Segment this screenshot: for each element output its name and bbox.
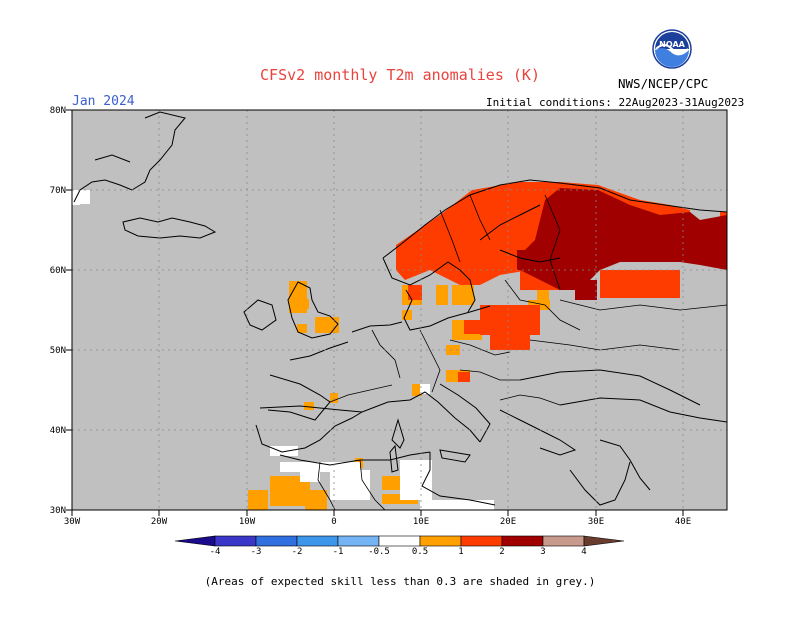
- colorbar-box: [255, 535, 298, 547]
- anomaly-cells-near-normal: [72, 190, 494, 510]
- colorbar-tick-label: -3: [251, 547, 262, 557]
- noaa-logo-icon: NOAA: [652, 29, 692, 69]
- colorbar-box: [501, 535, 544, 547]
- colorbar-boxes: [174, 535, 625, 547]
- colorbar-tick-label: 2: [499, 547, 504, 557]
- colorbar-box: [460, 535, 503, 547]
- lon-label: 0: [331, 517, 336, 527]
- colorbar-tick-label: -1: [333, 547, 344, 557]
- lon-label: 30E: [588, 517, 604, 527]
- lat-label: 70N: [50, 186, 66, 196]
- agency-label: NWS/NCEP/CPC: [618, 76, 709, 91]
- forecast-month: Jan 2024: [72, 94, 135, 109]
- colorbar-box: [542, 535, 585, 547]
- logo-text: NOAA: [659, 40, 685, 49]
- grid-lines: [72, 110, 727, 510]
- lat-label: 50N: [50, 346, 66, 356]
- colorbar-tick-label: -2: [292, 547, 303, 557]
- lon-label: 20E: [500, 517, 516, 527]
- latitude-labels: 30N 40N 50N 60N 70N 80N: [50, 106, 66, 516]
- lat-label: 30N: [50, 506, 66, 516]
- colorbar-tick-label: 3: [540, 547, 545, 557]
- lat-label: 80N: [50, 106, 66, 116]
- lon-label: 20W: [151, 517, 168, 527]
- country-borders: [317, 194, 727, 510]
- anomaly-map: 30N 40N 50N 60N 70N 80N 30W 20W 10W 0 10…: [50, 106, 728, 527]
- map-background: [72, 110, 727, 510]
- colorbar-tick-label: 0.5: [412, 547, 428, 557]
- colorbar-box: [296, 535, 339, 547]
- footnote: (Areas of expected skill less than 0.3 a…: [204, 575, 596, 588]
- colorbar-tick-label: 4: [581, 547, 586, 557]
- anomaly-cells-2-3: [517, 188, 727, 300]
- colorbar-high-arrow: [583, 535, 625, 547]
- longitude-labels: 30W 20W 10W 0 10E 20E 30E 40E: [64, 517, 691, 527]
- anomaly-field: [72, 182, 727, 510]
- lon-label: 40E: [675, 517, 691, 527]
- lon-label: 10E: [413, 517, 429, 527]
- colorbar-box: [337, 535, 380, 547]
- colorbar-tick-label: -4: [210, 547, 221, 557]
- colorbar-tick-label: -0.5: [368, 547, 390, 557]
- colorbar-box: [214, 535, 257, 547]
- lat-label: 40N: [50, 426, 66, 436]
- map-title: CFSv2 monthly T2m anomalies (K): [260, 66, 540, 84]
- lon-label: 30W: [64, 517, 81, 527]
- lat-label: 60N: [50, 266, 66, 276]
- colorbar-box: [419, 535, 462, 547]
- colorbar-labels: -4 -3 -2 -1 -0.5 0.5 1 2 3 4: [210, 547, 587, 557]
- colorbar-tick-label: 1: [458, 547, 463, 557]
- axis-ticks: [66, 109, 684, 516]
- initial-conditions: Initial conditions: 22Aug2023-31Aug2023: [486, 96, 745, 109]
- colorbar-low-arrow: [174, 535, 216, 547]
- lon-label: 10W: [239, 517, 256, 527]
- colorbar-box: [378, 535, 421, 547]
- map-frame: [71, 109, 728, 511]
